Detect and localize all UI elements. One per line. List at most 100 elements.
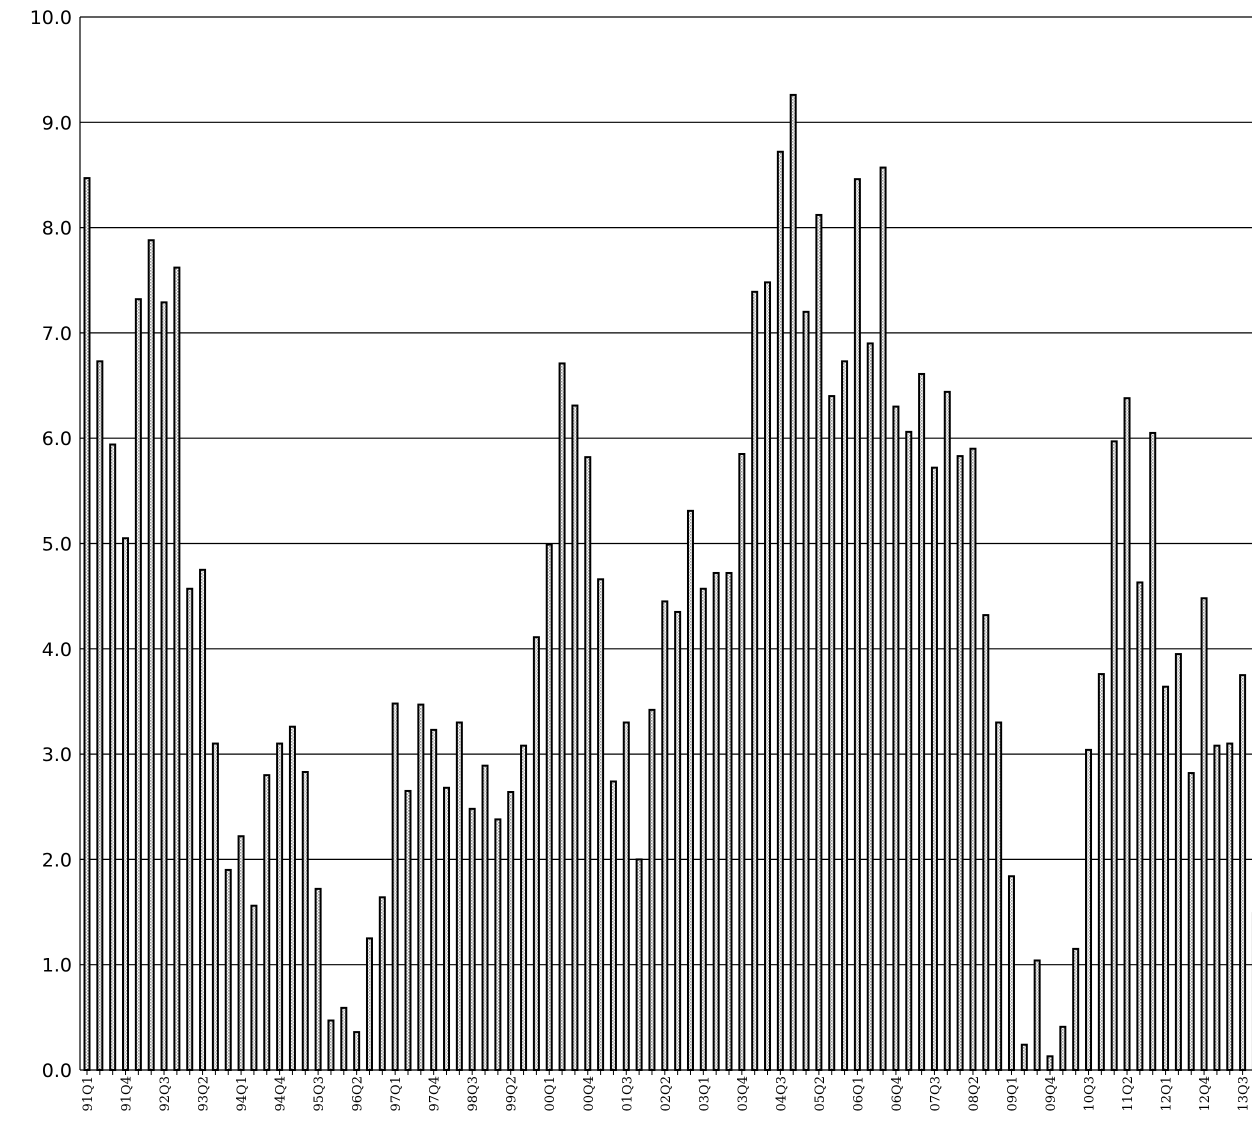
bar-10Q4 (1097, 673, 1105, 1071)
x-tick-label: 11Q2 (1121, 1076, 1136, 1111)
bar-99Q3 (520, 744, 528, 1071)
x-tick-label: 07Q3 (928, 1076, 943, 1111)
x-tick-label: 13Q3 (1237, 1076, 1252, 1111)
bar-97Q1 (391, 702, 399, 1071)
bar-08Q4 (995, 721, 1003, 1071)
bar-96Q1 (340, 1006, 348, 1071)
bar-07Q4 (943, 390, 951, 1071)
bar-02Q3 (674, 610, 682, 1071)
bar-04Q4 (789, 93, 797, 1072)
bar-95Q2 (301, 771, 309, 1071)
bar-94Q2 (250, 904, 258, 1071)
bar-96Q2 (353, 1031, 361, 1071)
bar-04Q3 (776, 150, 784, 1071)
bar-02Q1 (648, 708, 656, 1071)
bar-92Q4 (173, 266, 181, 1071)
y-tick-label: 4.0 (42, 639, 72, 661)
bar-98Q3 (468, 807, 476, 1071)
x-tick-label: 94Q4 (274, 1076, 289, 1111)
bar-03Q4 (738, 453, 746, 1071)
bar-06Q2 (866, 342, 874, 1071)
bar-10Q2 (1072, 947, 1080, 1072)
bar-11Q3 (1136, 581, 1144, 1072)
bar-12Q3 (1187, 772, 1195, 1071)
bar-04Q1 (751, 290, 759, 1071)
bar-98Q4 (481, 764, 489, 1071)
bar-11Q1 (1110, 440, 1118, 1071)
bar-13Q2 (1226, 742, 1234, 1071)
bar-01Q2 (609, 780, 617, 1071)
bar-07Q3 (930, 466, 938, 1071)
bar-00Q4 (584, 456, 592, 1071)
bar-05Q4 (841, 360, 849, 1071)
bar-07Q2 (918, 372, 926, 1072)
bar-12Q2 (1174, 653, 1182, 1071)
y-tick-label: 7.0 (42, 323, 72, 345)
bar-99Q1 (494, 818, 502, 1072)
bar-91Q3 (109, 443, 117, 1071)
bar-94Q4 (276, 742, 284, 1071)
bar-98Q2 (455, 721, 463, 1071)
y-tick-label: 1.0 (42, 955, 72, 977)
bar-01Q1 (597, 578, 605, 1071)
bar-94Q1 (237, 835, 245, 1071)
x-tick-labels: 91Q1 91Q4 92Q3 93Q2 94Q1 94Q4 95Q3 96Q2 97Q1 97Q4… (81, 1076, 1252, 1111)
bar-93Q2 (199, 568, 207, 1072)
bar-97Q3 (417, 703, 425, 1071)
x-tick-label: 06Q1 (851, 1076, 866, 1111)
bar-91Q4 (122, 537, 130, 1071)
x-tick-label: 94Q1 (235, 1076, 250, 1111)
x-tick-label: 04Q3 (774, 1076, 789, 1111)
bar-13Q3 (1239, 674, 1247, 1072)
x-tick-label: 96Q2 (351, 1076, 366, 1111)
bar-93Q4 (224, 868, 232, 1071)
bars (83, 93, 1252, 1072)
x-tick-label: 98Q3 (466, 1076, 481, 1111)
bar-95Q4 (327, 1019, 335, 1072)
bar-03Q3 (725, 571, 733, 1071)
x-tick-label: 12Q1 (1160, 1076, 1175, 1111)
bar-05Q1 (802, 310, 810, 1071)
gridlines (80, 16, 1252, 966)
bar-00Q3 (571, 404, 579, 1071)
bar-05Q3 (828, 395, 836, 1071)
bar-95Q3 (314, 887, 322, 1071)
bar-96Q3 (365, 937, 373, 1072)
bar-11Q4 (1149, 431, 1157, 1071)
bar-92Q1 (134, 298, 142, 1071)
x-tick-label: 93Q2 (197, 1076, 212, 1111)
x-tick-label: 08Q2 (967, 1076, 982, 1111)
bar-09Q4 (1046, 1055, 1054, 1072)
y-tick-label: 8.0 (42, 218, 72, 240)
bar-92Q3 (160, 301, 168, 1071)
y-tick-label: 10.0 (30, 7, 72, 29)
x-tick-label: 00Q1 (543, 1076, 558, 1111)
bar-04Q2 (764, 281, 772, 1071)
bar-95Q1 (288, 725, 296, 1071)
bar-13Q1 (1213, 744, 1221, 1071)
bar-08Q2 (969, 447, 977, 1072)
axes (79, 17, 1252, 1075)
bar-96Q4 (378, 896, 386, 1071)
bar-99Q4 (532, 636, 540, 1071)
y-tick-label: 2.0 (42, 849, 72, 871)
bar-02Q2 (661, 600, 669, 1071)
y-tick-label: 6.0 (42, 428, 72, 450)
x-tick-label: 10Q3 (1083, 1076, 1098, 1111)
bar-03Q2 (712, 571, 720, 1071)
bar-99Q2 (507, 791, 515, 1071)
bar-12Q4 (1200, 597, 1208, 1071)
bar-07Q1 (905, 430, 913, 1071)
x-tick-label: 92Q3 (158, 1076, 173, 1111)
bar-91Q2 (96, 360, 104, 1071)
bar-94Q3 (263, 774, 271, 1071)
x-tick-label: 91Q1 (81, 1076, 96, 1111)
bar-06Q4 (892, 405, 900, 1071)
bar-03Q1 (699, 587, 707, 1072)
bar-05Q2 (815, 213, 823, 1071)
bar-02Q4 (686, 509, 694, 1071)
bar-92Q2 (147, 239, 155, 1072)
x-tick-label: 99Q2 (505, 1076, 520, 1111)
